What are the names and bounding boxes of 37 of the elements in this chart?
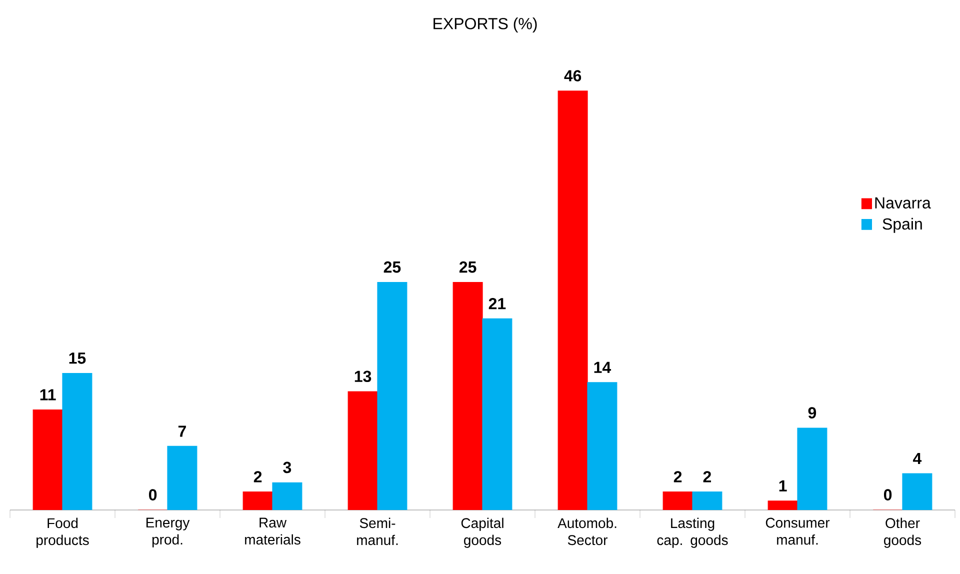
data-label: 9	[808, 407, 816, 418]
legend-label: Navarra	[875, 197, 931, 209]
x-tick-label: Automob. Sector	[558, 518, 616, 546]
x-tick-label: Consumer manuf.	[766, 518, 830, 545]
bar	[348, 391, 378, 510]
x-tick-label: Raw materials	[245, 518, 300, 545]
x-tick-label: Energy prod.	[146, 518, 190, 548]
bar	[452, 282, 483, 510]
data-label: 2	[703, 471, 711, 482]
data-label: 1	[779, 480, 787, 492]
data-label: 2	[674, 471, 682, 482]
data-label: 15	[69, 352, 86, 364]
data-label: 4	[912, 453, 922, 464]
data-label: 3	[283, 462, 292, 474]
x-tick-label: Semi-manuf.	[357, 518, 398, 546]
data-label: 14	[594, 362, 612, 373]
data-label: 0	[148, 489, 157, 500]
bar	[662, 491, 693, 510]
chart-title: EXPORTS (%)	[434, 18, 537, 32]
bar	[768, 500, 798, 510]
data-label: 25	[384, 261, 401, 273]
legend-label: Spain	[882, 218, 922, 233]
bar	[32, 409, 63, 510]
bar	[242, 491, 273, 510]
x-tick-label: Capital goods	[461, 518, 504, 548]
data-label: 0	[884, 489, 892, 500]
x-tick-label: Lasting cap. goods	[657, 518, 728, 548]
data-label: 2	[254, 471, 262, 482]
bar	[558, 90, 588, 510]
data-label: 7	[178, 426, 186, 437]
x-tick-label: Food products	[36, 518, 89, 548]
data-label: 25	[459, 261, 476, 273]
data-label: 46	[564, 70, 582, 82]
data-label: 13	[354, 370, 372, 382]
data-label: 11	[40, 389, 56, 400]
x-tick-label: Other goods	[884, 518, 922, 548]
data-label: 21	[488, 298, 506, 310]
